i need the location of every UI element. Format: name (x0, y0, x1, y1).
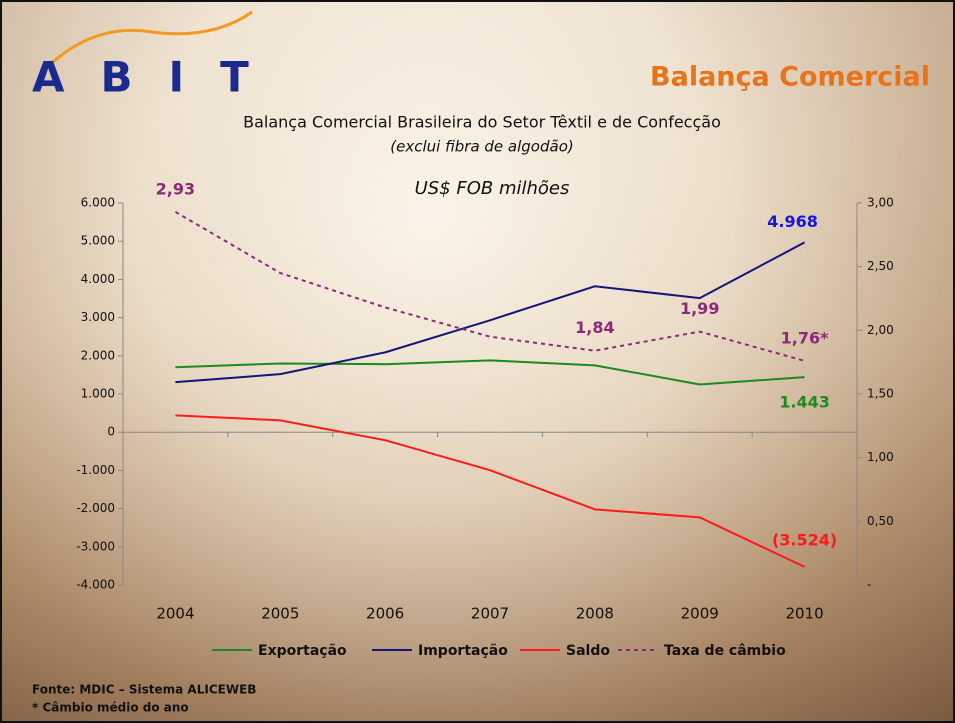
x-tick-label: 2008 (576, 605, 614, 623)
series-line (175, 359, 805, 386)
y-tick-label: 0 (107, 425, 115, 439)
x-tick-label: 2004 (156, 605, 194, 623)
y2-tick-label: 3,00 (867, 196, 894, 210)
footer-note: * Câmbio médio do ano (32, 701, 189, 715)
y-tick-label: -2.000 (76, 501, 115, 515)
y-tick-label: -1.000 (76, 463, 115, 477)
data-label: 2,93 (156, 179, 195, 198)
y2-tick-label: 1,50 (867, 387, 894, 401)
data-label: 1.443 (779, 393, 830, 412)
x-tick-label: 2010 (785, 605, 823, 623)
series-line (175, 414, 805, 568)
chart-title: Balança Comercial Brasileira do Setor Tê… (243, 113, 721, 132)
data-label: 1,99 (680, 299, 719, 318)
x-tick-label: 2007 (471, 605, 509, 623)
chart-subtitle: (exclui fibra de algodão) (390, 138, 573, 156)
y2-tick-label: 2,50 (867, 259, 894, 273)
x-tick-label: 2009 (681, 605, 719, 623)
y-tick-label: 3.000 (81, 310, 115, 324)
logo-swoosh (40, 10, 253, 74)
y-tick-label: 2.000 (81, 348, 115, 362)
series-line (175, 241, 806, 384)
y-tick-label: 6.000 (81, 196, 115, 210)
y-tick-label: 4.000 (81, 272, 115, 286)
y-tick-label: 1.000 (81, 387, 115, 401)
footer-source: Fonte: MDIC – Sistema ALICEWEB (32, 683, 256, 697)
logo: ABIT (32, 53, 285, 102)
y-tick-label: -4.000 (76, 578, 115, 592)
y2-tick-label: 2,00 (867, 323, 894, 337)
y-tick-label: -3.000 (76, 539, 115, 553)
series-line (174, 211, 805, 362)
legend-label: Saldo (566, 643, 610, 659)
x-tick-label: 2006 (366, 605, 404, 623)
x-tick-label: 2005 (261, 605, 299, 623)
unit-label: US$ FOB milhões (415, 178, 570, 199)
legend-label: Importação (418, 643, 508, 659)
data-label: 4.968 (767, 212, 818, 231)
y2-tick-label: 1,00 (867, 450, 894, 464)
data-label: 1,84 (575, 318, 614, 337)
legend-label: Taxa de câmbio (664, 643, 786, 659)
y2-tick-label: 0,50 (867, 514, 894, 528)
data-label: 1,76* (781, 328, 829, 347)
legend-label: Exportação (258, 643, 347, 659)
y2-tick-label: - (867, 578, 871, 592)
heading: Balança Comercial (650, 62, 930, 93)
data-label: (3.524) (772, 530, 837, 549)
y-tick-label: 5.000 (81, 234, 115, 248)
